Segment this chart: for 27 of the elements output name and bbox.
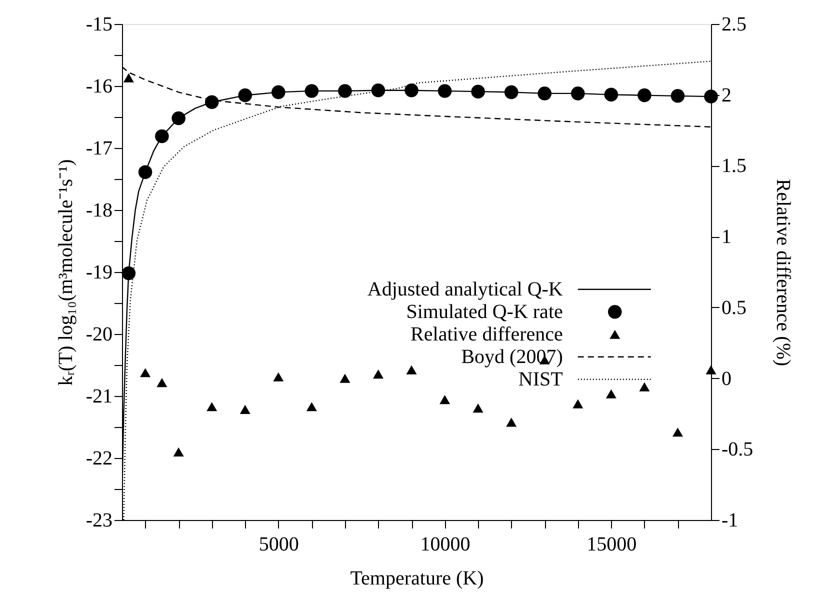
y-tick-label: -20 [86, 324, 112, 346]
x-tick-label: 5000 [258, 534, 299, 556]
y-tick-label: -17 [86, 138, 112, 160]
y-tick-label: -15 [86, 14, 112, 36]
y-tick-label: -22 [86, 448, 112, 470]
legend-label: Simulated Q-K rate [406, 300, 563, 323]
x-axis-title: Temperature (K) [350, 568, 484, 590]
legend-label: NIST [518, 368, 563, 390]
x-tick-label: 10000 [420, 534, 470, 556]
y-tick-label: -21 [86, 386, 112, 408]
y2-axis-title: Relative difference (%) [772, 178, 794, 366]
y-tick-label: -19 [86, 262, 112, 284]
y2-tick-label: 0.5 [722, 296, 746, 319]
y2-tick-label: -0.5 [722, 438, 754, 461]
y2-tick-label: 1.5 [722, 155, 746, 178]
y2-tick-label: 2 [722, 84, 732, 106]
y-tick-label: -18 [86, 200, 112, 222]
x-tick-label: 15000 [586, 534, 637, 556]
y2-tick-label: -1 [722, 510, 738, 532]
legend-label: Adjusted analytical Q-K [367, 278, 564, 300]
y2-tick-label: 0 [722, 368, 732, 390]
y-tick-label: -16 [86, 76, 112, 98]
y-axis-title: kᵣ(T) log₁₀(m³molecule⁻¹s⁻¹) [54, 159, 77, 386]
y-tick-label: -23 [86, 510, 112, 532]
legend-label: Relative difference [410, 323, 563, 346]
y2-tick-label: 1 [722, 226, 732, 248]
y2-tick-label: 2.5 [722, 14, 746, 36]
